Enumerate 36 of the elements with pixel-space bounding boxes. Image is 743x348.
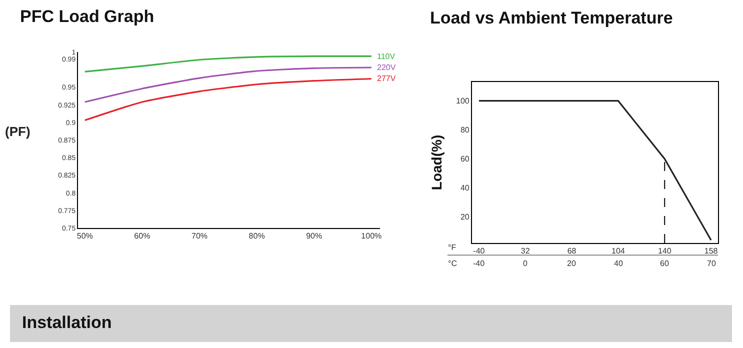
y-tick-label: 40 — [460, 184, 470, 193]
text: -40 — [473, 259, 486, 268]
text: 0 — [523, 259, 528, 268]
text: 40 — [614, 259, 624, 268]
y-axis-title: Load(%) — [428, 134, 445, 190]
x-tick-label: 70% — [191, 232, 208, 241]
x-tick-label: 60% — [134, 232, 150, 241]
x-tick-label: 100% — [361, 232, 382, 241]
x-tick-label: 90% — [306, 232, 322, 241]
line-series — [84, 66, 372, 103]
y-tick-label: 60 — [460, 154, 470, 164]
x-tick-label: 158 — [704, 246, 718, 256]
x-tick-label: 50% — [76, 232, 93, 241]
text: 60 — [660, 259, 670, 268]
y-axis-title: (PF) — [5, 124, 30, 139]
series-label: 277V — [377, 74, 396, 83]
chart-title: PFC Load Graph — [20, 6, 154, 26]
text: 70 — [707, 259, 716, 268]
series-label: 220V — [377, 63, 396, 72]
x-tick-label: 104 — [612, 246, 626, 256]
series-label: 110V — [377, 52, 396, 61]
y-tick-label: 100 — [456, 96, 470, 106]
chart-title: Load vs Ambient Temperature — [430, 8, 673, 28]
line-series — [84, 78, 372, 122]
x-tick-label: 68 — [567, 246, 577, 256]
x-tick-label: -40 — [473, 246, 486, 256]
y-tick-label: 20 — [460, 212, 470, 222]
text: °C — [448, 259, 458, 268]
y-tick-label: 80 — [460, 126, 470, 135]
x-tick-label: 32 — [520, 246, 530, 256]
x-axis-title: °F — [448, 243, 456, 252]
x-tick-label: 80% — [248, 232, 265, 241]
text: Installation — [22, 313, 112, 333]
text: 20 — [567, 259, 576, 268]
x-tick-label: 140 — [658, 246, 672, 256]
line-series — [84, 55, 372, 73]
